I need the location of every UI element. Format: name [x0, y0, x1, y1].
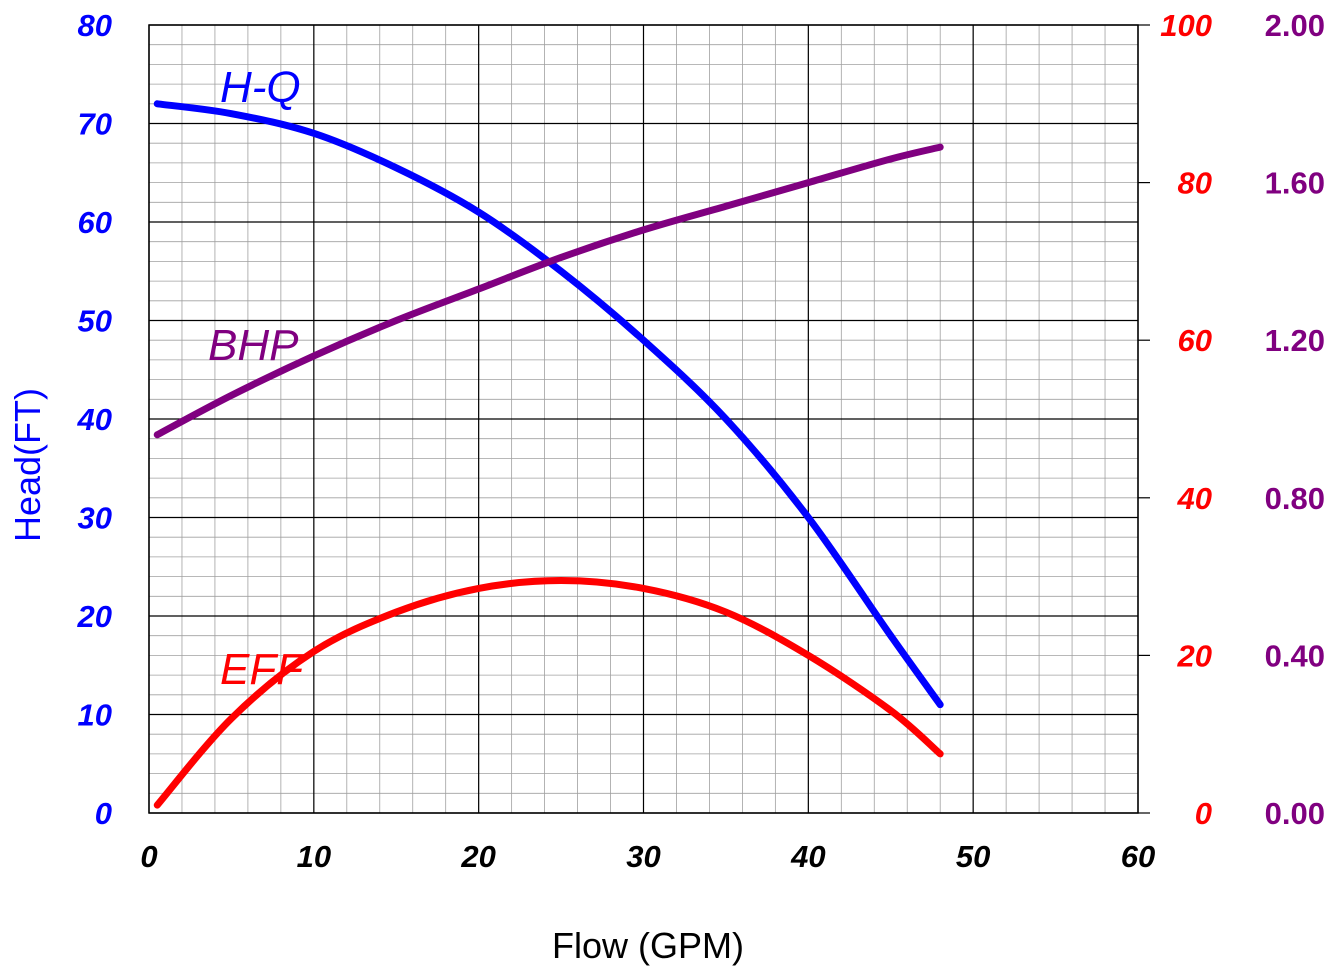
series-labels: H-Q BHP EFF [208, 63, 305, 694]
head-tick-label: 80 [78, 8, 112, 43]
x-tick-label: 60 [1121, 839, 1155, 874]
head-tick-label: 70 [78, 107, 112, 142]
eff-axis-ticks: 0 20 40 60 80 100 [1138, 8, 1212, 831]
series-label-bhp: BHP [208, 321, 299, 370]
head-tick-label: 60 [78, 205, 112, 240]
bhp-tick-label: 0.40 [1265, 638, 1325, 673]
x-tick-label: 10 [297, 839, 331, 874]
x-axis-ticks: 0 10 20 30 40 50 60 [140, 839, 1155, 874]
bhp-axis-ticks: 0.00 0.40 0.80 1.20 1.60 2.00 [1265, 8, 1325, 831]
head-tick-label: 0 [95, 796, 112, 831]
eff-tick-label: 0 [1195, 796, 1212, 831]
series-line-eff [153, 577, 944, 809]
x-tick-label: 20 [460, 839, 495, 874]
y-axis-label: Head(FT) [7, 388, 48, 542]
head-tick-label: 20 [77, 599, 112, 634]
x-tick-label: 30 [626, 839, 660, 874]
series-label-h-q: H-Q [220, 63, 301, 112]
bhp-tick-label: 0.80 [1265, 481, 1325, 516]
bhp-tick-label: 1.60 [1265, 166, 1325, 201]
eff-tick-label: 60 [1178, 323, 1212, 358]
head-tick-label: 10 [78, 698, 112, 733]
eff-tick-label: 80 [1178, 166, 1212, 201]
head-tick-label: 30 [78, 501, 112, 536]
eff-tick-label: 20 [1177, 638, 1212, 673]
eff-tick-label: 100 [1160, 8, 1212, 43]
head-tick-label: 50 [78, 304, 112, 339]
series-lines [153, 100, 944, 809]
eff-tick-label: 40 [1177, 481, 1212, 516]
series-line-h-q [153, 100, 944, 709]
x-tick-label: 0 [140, 839, 157, 874]
series-line-bhp [153, 143, 944, 439]
head-axis-ticks: 0 10 20 30 40 50 60 70 80 [77, 8, 112, 831]
bhp-tick-label: 1.20 [1265, 323, 1325, 358]
series-label-eff: EFF [220, 645, 305, 694]
x-tick-label: 40 [790, 839, 825, 874]
head-tick-label: 40 [77, 402, 112, 437]
bhp-tick-label: 2.00 [1265, 8, 1325, 43]
x-axis-label: Flow (GPM) [552, 925, 744, 966]
plot-frame [148, 24, 1139, 814]
x-tick-label: 50 [956, 839, 990, 874]
bhp-tick-label: 0.00 [1265, 796, 1325, 831]
